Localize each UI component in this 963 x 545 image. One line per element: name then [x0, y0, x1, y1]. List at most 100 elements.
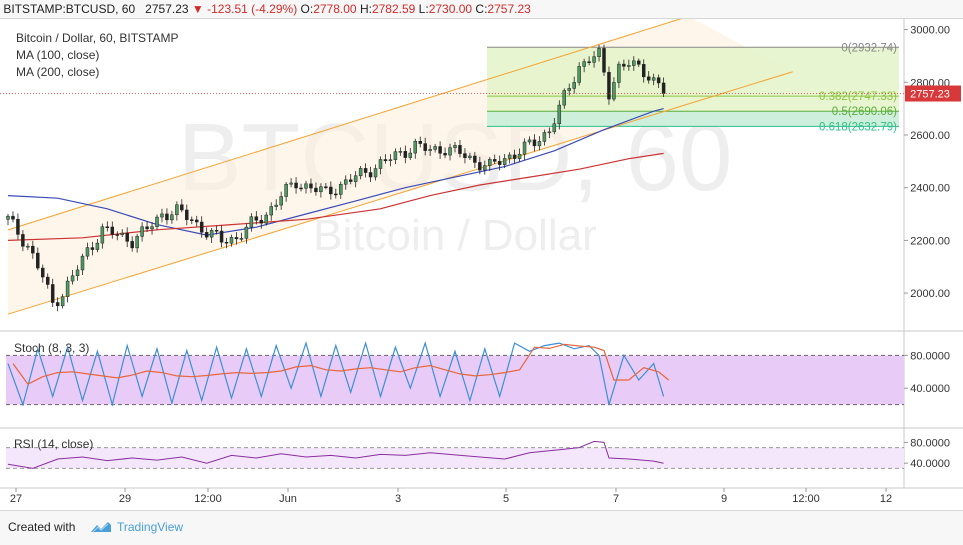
open-value: 2778.00: [313, 2, 357, 16]
candle-body: [353, 175, 358, 182]
candle-body: [641, 64, 646, 78]
symbol-header: BITSTAMP:BTCUSD, 60 2757.23 ▼ -123.51 (-…: [0, 0, 963, 19]
candle-body: [532, 139, 537, 147]
legend-title[interactable]: Bitcoin / Dollar, 60, BITSTAMP: [16, 31, 179, 45]
candle-body: [468, 155, 472, 158]
chart-legend: Bitcoin / Dollar, 60, BITSTAMP MA (100, …: [16, 30, 179, 81]
candle-body: [165, 213, 169, 221]
chart-canvas[interactable]: BTCUSD, 60Bitcoin / Dollar0(2932.74)0.38…: [0, 0, 963, 510]
legend-ma100[interactable]: MA (100, close): [16, 48, 100, 62]
tradingview-link[interactable]: TradingView: [117, 520, 184, 534]
candle-body: [448, 147, 452, 156]
tradingview-logo-icon[interactable]: [90, 520, 112, 534]
x-tick-label: 9: [721, 493, 727, 505]
candle-body: [443, 152, 447, 156]
stoch-k-line: [7, 340, 665, 407]
candle-body: [428, 149, 432, 151]
high-value: 2782.59: [371, 2, 416, 16]
candle-body: [582, 61, 586, 67]
candle-body: [488, 159, 492, 166]
candle-body: [155, 216, 159, 227]
candle-body: [11, 215, 15, 220]
fib-label-0: 0(2932.74): [841, 42, 897, 54]
candle-body: [547, 131, 552, 134]
y-tick-label: 3000.00: [910, 25, 950, 37]
fib-label-0.618: 0.618(2632.79): [819, 121, 897, 133]
x-tick-label: Jun: [279, 493, 297, 505]
candle-body: [522, 141, 527, 155]
candle-body: [383, 159, 388, 162]
rsi-panel-label[interactable]: RSI (14, close): [14, 437, 94, 451]
candle-body: [130, 241, 134, 249]
candle-body: [473, 155, 477, 163]
candle-body: [463, 153, 467, 158]
candle-body: [592, 56, 596, 63]
footer-bar: Created with TradingView: [0, 510, 963, 545]
stoch-band: [6, 355, 904, 405]
channel-upper-line: [7, 15, 689, 231]
y-tick-label: 2200.00: [910, 235, 950, 247]
candle-body: [160, 213, 164, 218]
candle-body: [75, 269, 80, 277]
candle-body: [274, 204, 278, 207]
stoch-panel-label[interactable]: Stoch (8, 3, 3): [14, 341, 90, 355]
y-tick-label: 2600.00: [910, 130, 950, 142]
candle-body: [120, 232, 124, 235]
candle-body: [294, 182, 298, 189]
candle-body: [170, 214, 174, 221]
candle-body: [403, 151, 408, 158]
candle-body: [507, 154, 512, 159]
candle-body: [180, 204, 184, 211]
rsi-line: [7, 440, 664, 469]
candle-body: [209, 230, 214, 238]
candle-body: [557, 104, 562, 125]
candle-body: [497, 161, 502, 165]
candle-body: [656, 77, 661, 84]
candle-body: [492, 159, 497, 162]
candle-body: [259, 219, 264, 224]
watermark-name: Bitcoin / Dollar: [313, 211, 597, 260]
stoch-d-line: [12, 343, 669, 385]
candle-body: [150, 226, 154, 230]
candle-body: [70, 275, 75, 282]
candle-body: [31, 245, 35, 254]
candle-body: [348, 179, 353, 182]
candle-body: [537, 141, 542, 147]
candle-body: [587, 61, 591, 63]
candle-body: [502, 158, 507, 165]
last-price: 2757.23: [145, 2, 189, 16]
channel-lower-line: [7, 71, 793, 315]
x-tick-label: 12:00: [194, 493, 222, 505]
candle-body: [632, 60, 636, 66]
ma100-line: [7, 108, 664, 236]
stoch-tick-label: 80.0000: [910, 350, 950, 362]
candle-body: [562, 90, 567, 106]
candle-body: [651, 77, 656, 81]
candle-body: [85, 247, 90, 257]
candle-body: [140, 226, 144, 237]
candle-body: [145, 226, 149, 230]
candle-body: [478, 162, 482, 171]
x-tick-label: 12: [880, 493, 892, 505]
candle-body: [617, 63, 621, 83]
fib-zone-lower: [487, 111, 899, 127]
candle-body: [319, 186, 323, 193]
candle-body: [244, 226, 249, 239]
symbol-name[interactable]: BITSTAMP:BTCUSD, 60: [3, 2, 136, 16]
x-tick-label: 29: [119, 493, 131, 505]
candle-body: [324, 186, 328, 188]
rsi-tick-label: 40.0000: [910, 458, 950, 470]
candle-body: [6, 215, 10, 220]
high-label: H:: [359, 2, 372, 16]
candle-body: [512, 154, 517, 159]
candle-body: [646, 76, 651, 81]
candle-body: [239, 238, 244, 240]
candle-body: [254, 216, 259, 221]
created-with-text: Created with: [8, 520, 76, 534]
candle-body: [41, 267, 45, 278]
candle-body: [224, 241, 229, 244]
x-tick-label: 3: [395, 493, 401, 505]
candle-body: [135, 236, 139, 249]
last-price-tag-label: 2757.23: [910, 89, 950, 101]
legend-ma200[interactable]: MA (200, close): [16, 65, 100, 79]
